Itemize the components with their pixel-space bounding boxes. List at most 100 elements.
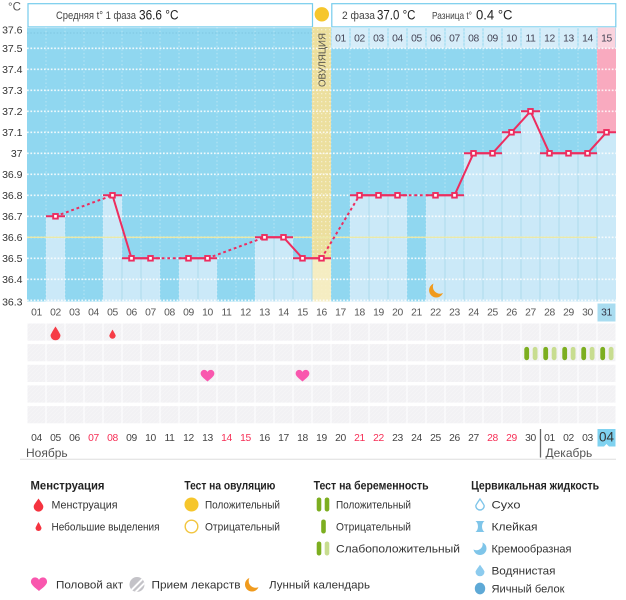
svg-text:Слабоположительный: Слабоположительный: [336, 544, 460, 556]
svg-text:0.4 °C: 0.4 °C: [476, 7, 513, 22]
svg-text:08: 08: [468, 34, 479, 45]
svg-text:36.3: 36.3: [2, 297, 23, 309]
svg-text:06: 06: [126, 308, 137, 319]
svg-text:37.6: 37.6: [2, 25, 23, 37]
svg-text:14: 14: [278, 308, 289, 319]
svg-text:27: 27: [525, 308, 536, 319]
svg-text:28: 28: [487, 433, 498, 444]
svg-text:15: 15: [240, 433, 251, 444]
svg-text:25: 25: [487, 308, 498, 319]
svg-text:Яичный белок: Яичный белок: [492, 584, 565, 595]
svg-text:25: 25: [430, 433, 441, 444]
svg-text:Менструация: Менструация: [31, 479, 105, 493]
svg-text:Половой акт: Половой акт: [56, 580, 123, 592]
svg-text:Лунный календарь: Лунный календарь: [269, 580, 370, 592]
svg-text:11: 11: [525, 34, 536, 45]
svg-text:37.1: 37.1: [2, 127, 23, 139]
svg-text:08: 08: [107, 433, 118, 444]
svg-text:16: 16: [316, 308, 327, 319]
svg-text:37.5: 37.5: [2, 43, 23, 55]
svg-text:02: 02: [563, 433, 574, 444]
svg-text:26: 26: [449, 433, 460, 444]
svg-text:13: 13: [563, 34, 574, 45]
svg-text:10: 10: [145, 433, 156, 444]
svg-text:20: 20: [335, 433, 346, 444]
svg-text:13: 13: [259, 308, 270, 319]
svg-text:36.6: 36.6: [2, 232, 23, 244]
svg-text:01: 01: [544, 433, 555, 444]
svg-text:Клейкая: Клейкая: [492, 522, 538, 534]
svg-text:24: 24: [411, 433, 422, 444]
svg-text:19: 19: [316, 433, 327, 444]
svg-text:12: 12: [183, 433, 194, 444]
svg-text:36.5: 36.5: [2, 253, 23, 265]
svg-text:27: 27: [468, 433, 479, 444]
svg-text:09: 09: [183, 308, 194, 319]
svg-text:09: 09: [126, 433, 137, 444]
svg-text:Отрицательный: Отрицательный: [205, 522, 280, 534]
svg-text:16: 16: [259, 433, 270, 444]
svg-text:11: 11: [221, 308, 232, 319]
svg-text:36.4: 36.4: [2, 274, 23, 286]
svg-text:10: 10: [202, 308, 213, 319]
svg-text:Сухо: Сухо: [492, 500, 521, 512]
svg-text:10: 10: [506, 34, 517, 45]
svg-text:07: 07: [449, 34, 460, 45]
svg-text:37.2: 37.2: [2, 106, 23, 118]
svg-text:Водянистая: Водянистая: [492, 566, 556, 578]
svg-text:15: 15: [297, 308, 308, 319]
svg-text:26: 26: [506, 308, 517, 319]
svg-text:Разница t°: Разница t°: [432, 10, 472, 22]
svg-text:Менструация: Менструация: [52, 500, 118, 512]
svg-text:2 фаза: 2 фаза: [342, 10, 376, 22]
svg-text:30: 30: [525, 433, 536, 444]
svg-text:36.9: 36.9: [2, 169, 23, 181]
svg-text:04: 04: [392, 34, 403, 45]
svg-text:04: 04: [88, 308, 99, 319]
svg-text:24: 24: [468, 308, 479, 319]
svg-text:05: 05: [411, 34, 422, 45]
svg-text:23: 23: [392, 433, 403, 444]
svg-text:18: 18: [297, 433, 308, 444]
svg-text:29: 29: [506, 433, 517, 444]
svg-text:03: 03: [373, 34, 384, 45]
svg-text:12: 12: [240, 308, 251, 319]
svg-text:Средняя t° 1 фаза: Средняя t° 1 фаза: [56, 10, 137, 22]
svg-text:03: 03: [582, 433, 593, 444]
svg-text:14: 14: [221, 433, 232, 444]
svg-text:15: 15: [601, 34, 612, 45]
svg-text:Небольшие выделения: Небольшие выделения: [52, 522, 160, 534]
svg-text:37.3: 37.3: [2, 85, 23, 97]
svg-text:Ноябрь: Ноябрь: [26, 446, 68, 460]
svg-text:30: 30: [582, 308, 593, 319]
svg-text:Декабрь: Декабрь: [546, 446, 593, 460]
svg-text:01: 01: [31, 308, 42, 319]
svg-text:31: 31: [601, 308, 612, 319]
svg-text:37.4: 37.4: [2, 64, 23, 76]
svg-text:02: 02: [354, 34, 365, 45]
svg-text:Цервикальная жидкость: Цервикальная жидкость: [471, 479, 599, 493]
svg-text:Тест на овуляцию: Тест на овуляцию: [184, 479, 275, 493]
svg-text:05: 05: [50, 433, 61, 444]
svg-text:06: 06: [430, 34, 441, 45]
svg-text:05: 05: [107, 308, 118, 319]
svg-text:02: 02: [50, 308, 61, 319]
svg-text:08: 08: [164, 308, 175, 319]
svg-text:17: 17: [335, 308, 346, 319]
svg-text:21: 21: [411, 308, 422, 319]
svg-text:11: 11: [164, 433, 175, 444]
svg-text:29: 29: [563, 308, 574, 319]
svg-text:36.7: 36.7: [2, 211, 23, 223]
svg-text:37: 37: [11, 148, 23, 160]
svg-text:04: 04: [599, 430, 615, 445]
svg-text:18: 18: [354, 308, 365, 319]
svg-text:14: 14: [582, 34, 593, 45]
svg-text:01: 01: [335, 34, 346, 45]
svg-text:20: 20: [392, 308, 403, 319]
svg-text:Отрицательный: Отрицательный: [336, 522, 411, 534]
svg-text:ОВУЛЯЦИЯ: ОВУЛЯЦИЯ: [317, 33, 328, 87]
svg-text:37.0 °C: 37.0 °C: [377, 7, 416, 22]
svg-text:03: 03: [69, 308, 80, 319]
svg-text:22: 22: [373, 433, 384, 444]
svg-text:Тест на беременность: Тест на беременность: [314, 479, 429, 493]
